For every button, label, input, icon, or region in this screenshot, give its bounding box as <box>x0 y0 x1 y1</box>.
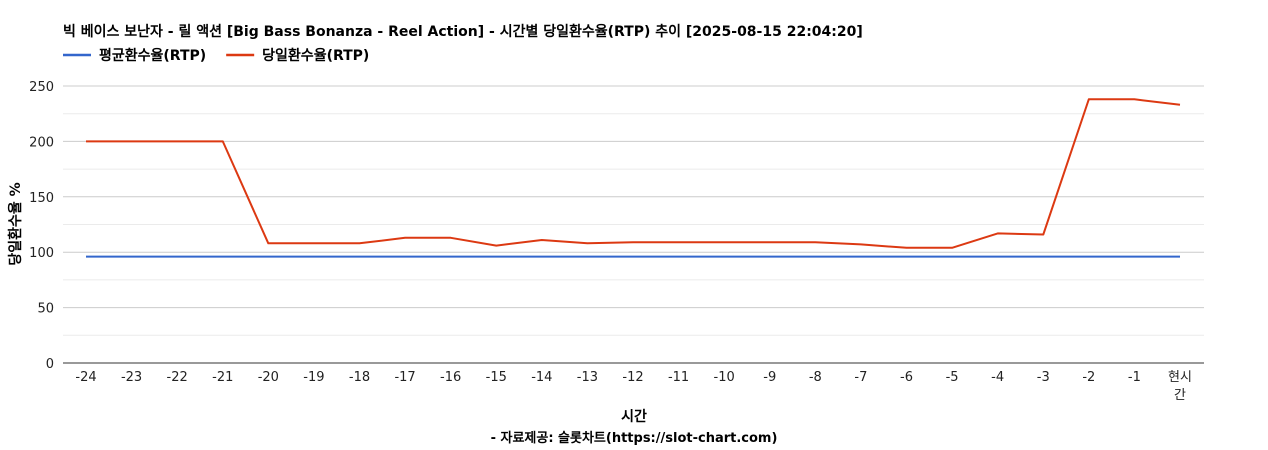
data-point <box>175 255 179 259</box>
data-point <box>722 255 726 259</box>
data-point <box>312 241 316 245</box>
data-point <box>540 255 544 259</box>
x-tick-label: -5 <box>946 370 959 385</box>
data-point <box>1087 97 1091 101</box>
gridlines <box>63 85 1204 364</box>
data-point <box>403 236 407 240</box>
data-point <box>1087 255 1091 259</box>
x-tick-label: -1 <box>1128 370 1141 385</box>
data-point <box>266 255 270 259</box>
data-point <box>585 255 589 259</box>
y-tick-label: 250 <box>29 80 54 95</box>
x-tick-label: -4 <box>991 370 1004 385</box>
legend: 평균환수율(RTP) 당일환수율(RTP) <box>63 47 369 64</box>
data-point <box>813 255 817 259</box>
x-tick-label: -24 <box>75 370 96 385</box>
data-point <box>1178 255 1182 259</box>
x-tick-label: -7 <box>854 370 867 385</box>
data-point <box>585 241 589 245</box>
data-point <box>449 236 453 240</box>
data-point <box>677 240 681 244</box>
x-tick-label: -18 <box>349 370 370 385</box>
y-axis-ticks: 0 50 100 150 200 250 <box>29 80 54 372</box>
data-point <box>540 238 544 242</box>
x-tick-label: -2 <box>1082 370 1095 385</box>
x-tick-label: -8 <box>809 370 822 385</box>
data-point <box>221 255 225 259</box>
data-point <box>494 255 498 259</box>
x-tick-label: -11 <box>668 370 689 385</box>
data-point <box>358 255 362 259</box>
data-point <box>130 139 134 143</box>
data-point <box>859 242 863 246</box>
y-tick-label: 50 <box>37 302 54 317</box>
data-point <box>312 255 316 259</box>
data-point <box>859 255 863 259</box>
x-tick-label: -19 <box>303 370 324 385</box>
x-tick-label: -12 <box>622 370 643 385</box>
x-tick-label: -10 <box>714 370 735 385</box>
x-tick-label: -14 <box>531 370 552 385</box>
data-point <box>1178 103 1182 107</box>
x-axis-ticks: -24 -23 -22 -21 -20 -19 -18 -17 -16 -15 -14 -13 -12 -… <box>75 370 1192 403</box>
data-point <box>1041 232 1045 236</box>
x-tick-label: -23 <box>121 370 142 385</box>
x-tick-label: 현시 간 <box>1168 370 1192 403</box>
data-point <box>631 240 635 244</box>
data-point <box>768 255 772 259</box>
data-point <box>996 255 1000 259</box>
data-point <box>1132 97 1136 101</box>
x-tick-label: -22 <box>167 370 188 385</box>
x-tick-label: -20 <box>258 370 279 385</box>
x-axis-title: 시간 <box>621 408 647 425</box>
y-tick-label: 100 <box>29 246 54 261</box>
data-point <box>449 255 453 259</box>
legend-label: 당일환수율(RTP) <box>262 47 369 64</box>
x-tick-label: -13 <box>577 370 598 385</box>
data-point <box>84 139 88 143</box>
y-axis-title: 당일환수율 % <box>7 182 24 265</box>
y-tick-label: 200 <box>29 135 54 150</box>
data-point <box>221 139 225 143</box>
data-point <box>494 244 498 248</box>
data-point <box>130 255 134 259</box>
data-point <box>677 255 681 259</box>
data-point <box>905 246 909 250</box>
data-point <box>1041 255 1045 259</box>
x-tick-label: -21 <box>212 370 233 385</box>
data-point <box>768 240 772 244</box>
data-point <box>358 241 362 245</box>
data-point <box>84 255 88 259</box>
data-point <box>1132 255 1136 259</box>
series-lines <box>84 97 1182 259</box>
data-point <box>813 240 817 244</box>
data-point <box>175 139 179 143</box>
x-tick-label: -16 <box>440 370 461 385</box>
x-tick-label: -3 <box>1037 370 1050 385</box>
data-point <box>950 246 954 250</box>
x-tick-label: -6 <box>900 370 913 385</box>
x-tick-label: -17 <box>394 370 415 385</box>
data-point <box>950 255 954 259</box>
data-point <box>631 255 635 259</box>
legend-label: 평균환수율(RTP) <box>99 47 206 64</box>
y-tick-label: 0 <box>46 357 54 372</box>
data-point <box>266 241 270 245</box>
data-point <box>996 231 1000 235</box>
data-point <box>905 255 909 259</box>
x-tick-label: -15 <box>486 370 507 385</box>
source-credit: - 자료제공: 슬롯차트(https://slot-chart.com) <box>491 430 778 446</box>
series-line-daily-rtp <box>86 98 1181 249</box>
data-point <box>403 255 407 259</box>
data-point <box>722 240 726 244</box>
y-tick-label: 150 <box>29 191 54 206</box>
chart-title: 빅 베이스 보난자 - 릴 액션 [Big Bass Bonanza - Ree… <box>63 23 863 40</box>
x-tick-label: -9 <box>763 370 776 385</box>
